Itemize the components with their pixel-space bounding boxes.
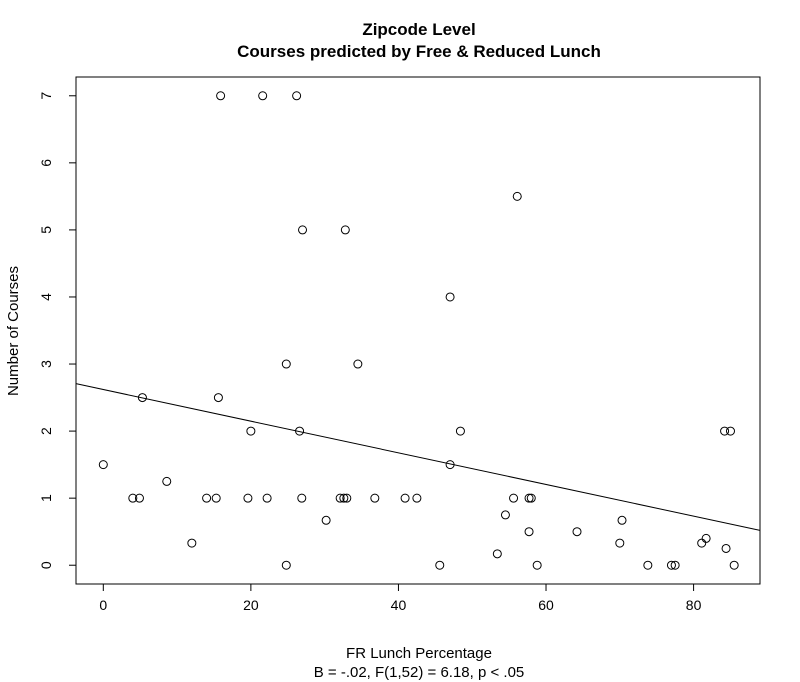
data-point <box>134 493 144 503</box>
data-point <box>721 543 731 553</box>
x-tick-label: 20 <box>243 597 259 613</box>
x-tick-label: 80 <box>686 597 702 613</box>
y-tick-label: 7 <box>38 92 54 100</box>
data-point <box>412 493 422 503</box>
data-point <box>524 493 534 503</box>
x-tick-label: 40 <box>391 597 407 613</box>
data-point <box>187 538 197 548</box>
data-point <box>128 493 138 503</box>
y-tick-label: 3 <box>38 360 54 368</box>
data-point <box>643 560 653 570</box>
data-point <box>137 393 147 403</box>
y-tick-label: 5 <box>38 226 54 234</box>
data-point <box>340 225 350 235</box>
data-point <box>243 493 253 503</box>
data-point <box>281 560 291 570</box>
x-axis-label: FR Lunch Percentage <box>346 645 492 662</box>
x-tick-label: 60 <box>538 597 554 613</box>
y-tick-label: 6 <box>38 159 54 167</box>
data-point <box>617 515 627 525</box>
x-tick-label: 0 <box>99 597 107 613</box>
data-point <box>216 91 226 101</box>
chart-title: Zipcode Level <box>362 20 475 39</box>
data-point <box>211 493 221 503</box>
data-point <box>572 527 582 537</box>
data-point <box>370 493 380 503</box>
data-point <box>445 292 455 302</box>
data-point <box>292 91 302 101</box>
data-point <box>258 91 268 101</box>
data-point <box>526 493 536 503</box>
data-point <box>202 493 212 503</box>
y-tick-label: 4 <box>38 293 54 301</box>
data-point <box>720 426 730 436</box>
data-point <box>532 560 542 570</box>
x-axis-note: B = -.02, F(1,52) = 6.18, p < .05 <box>314 664 525 681</box>
data-point <box>321 515 331 525</box>
data-point <box>295 426 305 436</box>
data-point <box>524 527 534 537</box>
data-point <box>335 493 345 503</box>
data-point <box>500 510 510 520</box>
data-point <box>98 460 108 470</box>
data-point <box>162 476 172 486</box>
data-point <box>512 191 522 201</box>
data-point <box>435 560 445 570</box>
y-axis: 0 1 2 3 4 5 6 7 <box>38 92 77 569</box>
regression-line <box>75 383 761 531</box>
data-point <box>615 538 625 548</box>
data-point <box>725 426 735 436</box>
y-axis-label: Number of Courses <box>5 266 22 396</box>
x-axis: 0 20 40 60 80 <box>99 583 702 613</box>
y-tick-label: 2 <box>38 427 54 435</box>
data-point <box>281 359 291 369</box>
data-point <box>445 460 455 470</box>
data-point <box>246 426 256 436</box>
data-point <box>729 560 739 570</box>
data-point <box>353 359 363 369</box>
data-point <box>339 493 349 503</box>
data-point <box>297 493 307 503</box>
data-point <box>670 560 680 570</box>
y-tick-label: 0 <box>38 561 54 569</box>
data-points <box>98 91 739 570</box>
data-point <box>342 493 352 503</box>
data-point <box>262 493 272 503</box>
data-point <box>509 493 519 503</box>
data-point <box>298 225 308 235</box>
data-point <box>400 493 410 503</box>
data-point <box>492 549 502 559</box>
data-point <box>697 538 707 548</box>
y-tick-label: 1 <box>38 494 54 502</box>
data-point <box>213 393 223 403</box>
data-point <box>666 560 676 570</box>
chart-subtitle: Courses predicted by Free & Reduced Lunc… <box>237 42 601 61</box>
data-point <box>455 426 465 436</box>
data-point <box>701 533 711 543</box>
